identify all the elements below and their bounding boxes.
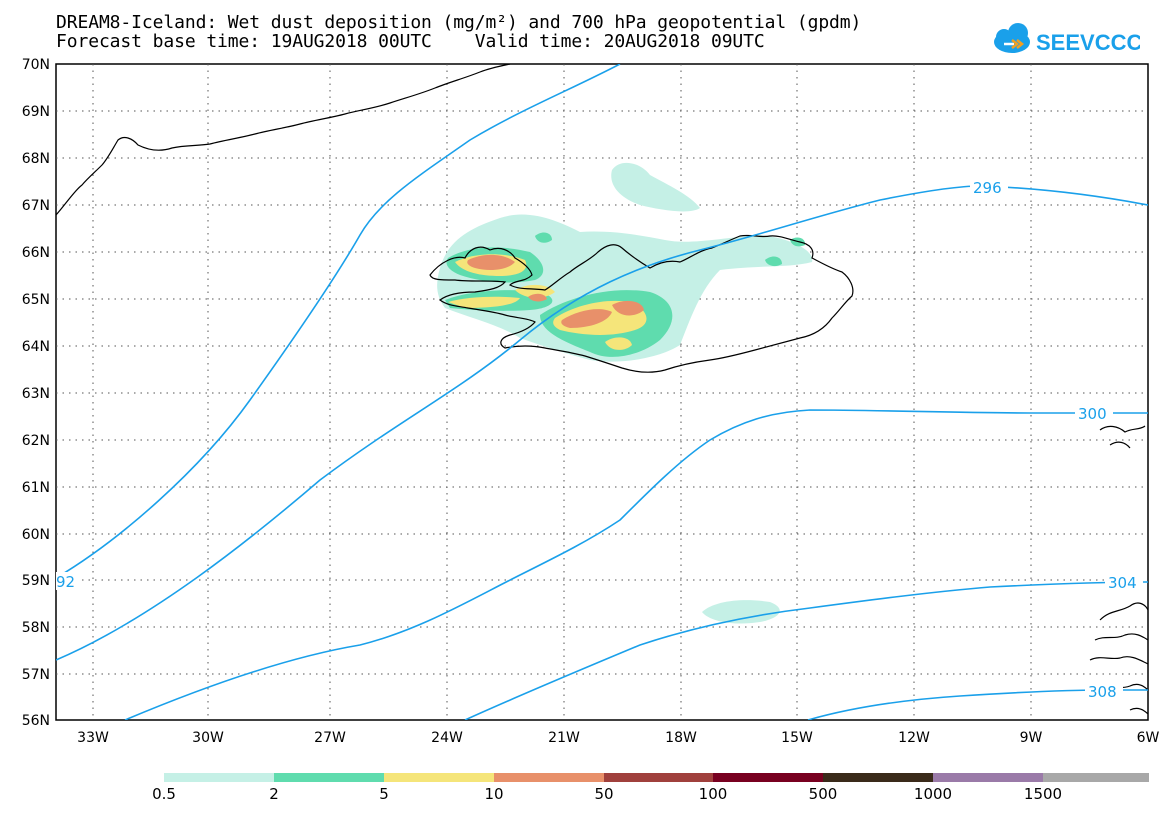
colorbar-swatch-1	[274, 773, 384, 782]
colorbar-swatch-2	[384, 773, 494, 782]
lat-label-65n: 65N	[22, 292, 50, 308]
map-subtitle-times: Forecast base time: 19AUG2018 00UTC Vali…	[56, 31, 765, 52]
deposition-0p5-main	[437, 214, 813, 362]
contour-label-304: 304	[1108, 574, 1137, 592]
lat-label-64n: 64N	[22, 339, 50, 355]
contour-304	[464, 581, 1148, 720]
contour-300	[124, 409, 1148, 720]
lon-label-15w: 15W	[781, 730, 813, 746]
deposition-5-west2	[448, 296, 520, 308]
map-title: DREAM8-Iceland: Wet dust deposition (mg/…	[56, 12, 862, 33]
colorbar-label-10: 10	[484, 785, 503, 803]
colorbar-label-5: 5	[379, 785, 389, 803]
lon-label-27w: 27W	[314, 730, 346, 746]
deposition-10-west	[467, 254, 515, 270]
lon-label-12w: 12W	[898, 730, 930, 746]
logo-text: SEEVCCC	[1036, 30, 1140, 55]
contour-308	[807, 689, 1148, 720]
gridlines	[56, 64, 1148, 720]
contour-292	[56, 64, 621, 579]
lat-label-62n: 62N	[22, 433, 50, 449]
plot-frame	[55, 63, 1149, 721]
colorbar-swatch-6	[823, 773, 933, 782]
deposition-2-small2	[765, 256, 782, 267]
deposition-0p5-north-patch	[611, 162, 700, 212]
colorbar-label-500: 500	[809, 785, 838, 803]
colorbar-label-0p5: 0.5	[152, 785, 176, 803]
coastlines	[56, 64, 1148, 715]
colorbar-label-50: 50	[594, 785, 613, 803]
seevccc-logo: SEEVCCC	[994, 23, 1140, 55]
lon-label-33w: 33W	[77, 730, 109, 746]
lat-label-56n: 56N	[22, 713, 50, 729]
lon-label-9w: 9W	[1020, 730, 1043, 746]
deposition-10-center	[561, 309, 612, 328]
contour-label-296: 296	[973, 179, 1002, 197]
latitude-labels: 70N 69N 68N 67N 66N 65N 64N 63N 62N 61N …	[22, 57, 50, 729]
cloud-logo-icon	[994, 23, 1030, 53]
lat-label-58n: 58N	[22, 620, 50, 636]
colorbar-swatch-4	[604, 773, 713, 782]
deposition-field	[437, 162, 813, 624]
geopotential-contours	[56, 64, 1148, 720]
lon-label-21w: 21W	[548, 730, 580, 746]
colorbar-swatch-7	[933, 773, 1043, 782]
lat-label-63n: 63N	[22, 386, 50, 402]
lat-label-67n: 67N	[22, 198, 50, 214]
colorbar-swatch-0	[164, 773, 274, 782]
colorbar-swatch-3	[494, 773, 604, 782]
lat-label-60n: 60N	[22, 527, 50, 543]
contour-label-292: 92	[56, 573, 75, 591]
contour-labels: 296 300 304 308 92	[56, 178, 1143, 701]
lat-label-57n: 57N	[22, 667, 50, 683]
iceland-coastline	[429, 234, 854, 373]
colorbar-swatch-5	[713, 773, 823, 782]
lon-label-18w: 18W	[665, 730, 697, 746]
greenland-coastline	[56, 64, 511, 216]
deposition-2-small1	[535, 232, 552, 243]
longitude-labels: 33W 30W 27W 24W 21W 18W 15W 12W 9W 6W	[77, 730, 1159, 746]
colorbar-label-1500: 1500	[1024, 785, 1062, 803]
deposition-5-south	[605, 337, 632, 350]
colorbar: 0.5 2 5 10 50 100 500 1000 1500	[152, 773, 1149, 803]
colorbar-label-2: 2	[269, 785, 279, 803]
deposition-10-center2	[612, 300, 644, 316]
lat-label-66n: 66N	[22, 245, 50, 261]
faroe-shetland-coastline	[1099, 425, 1146, 449]
lat-label-61n: 61N	[22, 480, 50, 496]
colorbar-label-1000: 1000	[914, 785, 952, 803]
deposition-10-mid	[528, 293, 547, 302]
colorbar-label-100: 100	[699, 785, 728, 803]
lat-label-59n: 59N	[22, 573, 50, 589]
scotland-coastline	[1089, 602, 1148, 715]
contour-label-308: 308	[1088, 683, 1117, 701]
lon-label-6w: 6W	[1137, 730, 1160, 746]
lon-label-30w: 30W	[192, 730, 224, 746]
lat-label-68n: 68N	[22, 151, 50, 167]
colorbar-swatch-8	[1043, 773, 1149, 782]
contour-label-300: 300	[1078, 405, 1107, 423]
lat-label-70n: 70N	[22, 57, 50, 73]
lat-label-69n: 69N	[22, 104, 50, 120]
lon-label-24w: 24W	[431, 730, 463, 746]
deposition-0p5-south-patch	[702, 600, 780, 624]
